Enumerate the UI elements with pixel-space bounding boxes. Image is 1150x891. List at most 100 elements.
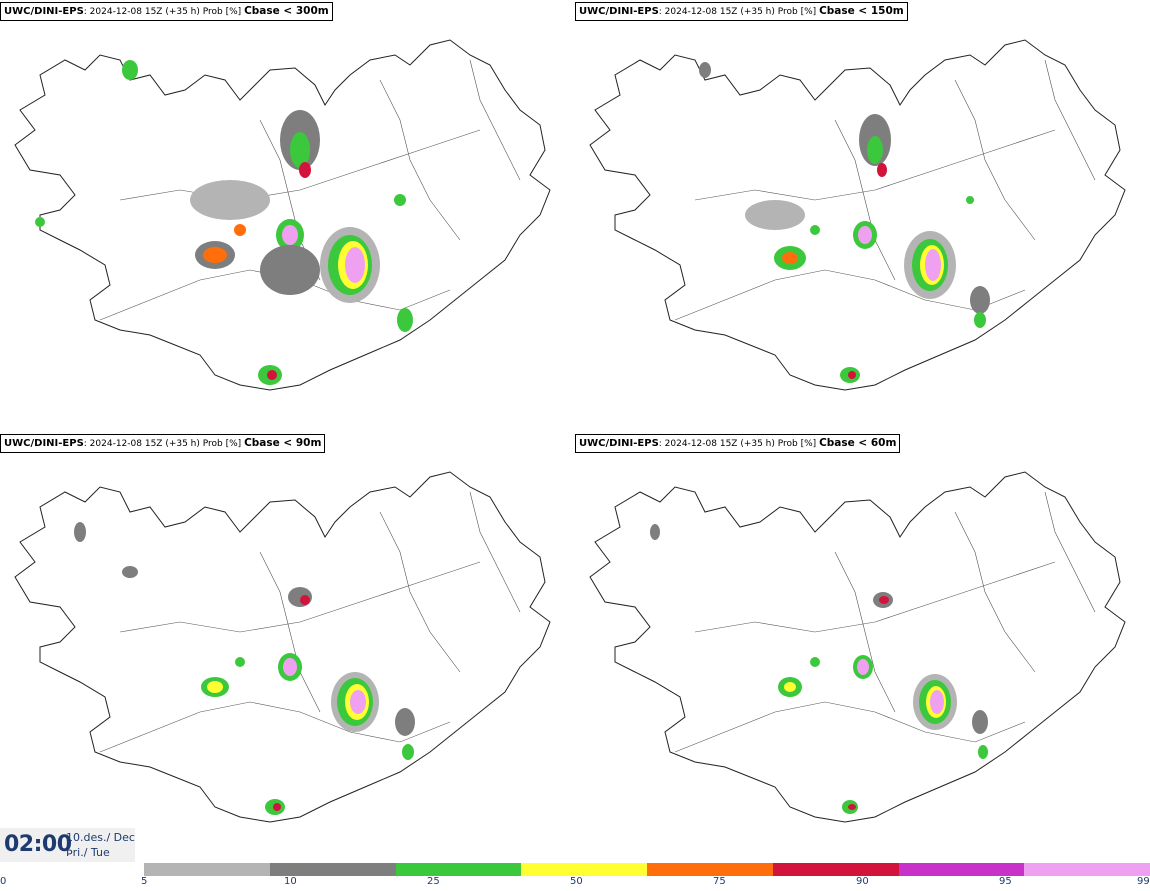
probability-area bbox=[234, 224, 246, 236]
region-boundary bbox=[954, 79, 1036, 241]
probability-area bbox=[300, 595, 310, 605]
region-boundary bbox=[674, 269, 1026, 321]
panel-title: UWC/DINI-EPS: 2024-12-08 15Z (+35 h) Pro… bbox=[0, 2, 333, 21]
colorbar-segment bbox=[521, 863, 647, 876]
probability-area bbox=[879, 596, 889, 604]
iceland-map bbox=[14, 39, 551, 391]
probability-area bbox=[267, 370, 277, 380]
probability-area bbox=[299, 162, 311, 178]
colorbar-segment bbox=[269, 863, 396, 876]
colorbar-tick-label: 99 bbox=[1137, 876, 1150, 887]
region-boundary bbox=[694, 129, 1056, 201]
probability-area bbox=[925, 249, 941, 281]
probability-area bbox=[877, 163, 887, 177]
valid-time-date: 10.des./ Dec bbox=[66, 831, 135, 844]
colorbar-tick-label: 90 bbox=[856, 876, 869, 887]
region-boundary bbox=[1044, 59, 1096, 181]
region-boundary bbox=[119, 561, 481, 633]
map-panel-60m: UWC/DINI-EPS: 2024-12-08 15Z (+35 h) Pro… bbox=[575, 432, 1150, 864]
probability-area bbox=[74, 522, 86, 542]
probability-area bbox=[810, 657, 820, 667]
probability-area bbox=[966, 196, 974, 204]
colorbar-tick-label: 50 bbox=[570, 876, 583, 887]
probability-area bbox=[784, 682, 796, 692]
colorbar-tick-label: 95 bbox=[999, 876, 1012, 887]
iceland-coastline bbox=[589, 39, 1126, 391]
probability-area bbox=[930, 690, 944, 714]
panel-title: UWC/DINI-EPS: 2024-12-08 15Z (+35 h) Pro… bbox=[575, 2, 908, 21]
probability-area bbox=[810, 225, 820, 235]
probability-area bbox=[974, 312, 986, 328]
iceland-coastline bbox=[589, 471, 1126, 823]
probability-area bbox=[650, 524, 660, 540]
valid-time-weekday: Þri./ Tue bbox=[66, 846, 110, 859]
iceland-map bbox=[589, 39, 1126, 391]
probability-area bbox=[290, 132, 310, 168]
map-panel-300m: UWC/DINI-EPS: 2024-12-08 15Z (+35 h) Pro… bbox=[0, 0, 575, 432]
probability-area bbox=[745, 200, 805, 230]
probability-area bbox=[122, 566, 138, 578]
panel-title: UWC/DINI-EPS: 2024-12-08 15Z (+35 h) Pro… bbox=[575, 434, 901, 453]
colorbar-tick-label: 5 bbox=[141, 876, 148, 887]
probability-area bbox=[848, 371, 856, 379]
colorbar-tick-label: 10 bbox=[284, 876, 297, 887]
region-boundary bbox=[674, 701, 1026, 753]
valid-time-clock: 02:00 bbox=[4, 832, 72, 857]
region-boundary bbox=[834, 551, 896, 713]
region-boundary bbox=[954, 511, 1036, 673]
valid-time-box: 02:00 10.des./ Dec Þri./ Tue bbox=[0, 828, 135, 862]
region-boundary bbox=[379, 511, 461, 673]
probability-area bbox=[35, 217, 45, 227]
colorbar-tick-label: 0 bbox=[0, 876, 7, 887]
colorbar-segment bbox=[1024, 863, 1150, 876]
probability-area bbox=[207, 681, 223, 693]
probability-colorbar bbox=[144, 863, 1150, 876]
colorbar-segment bbox=[898, 863, 1025, 876]
probability-area bbox=[394, 194, 406, 206]
colorbar-segment bbox=[395, 863, 522, 876]
probability-area bbox=[858, 226, 872, 244]
iceland-map bbox=[14, 471, 551, 823]
probability-area bbox=[402, 744, 414, 760]
probability-area bbox=[397, 308, 413, 332]
probability-area bbox=[972, 710, 988, 734]
region-boundary bbox=[259, 551, 321, 713]
probability-area bbox=[848, 804, 856, 810]
probability-area bbox=[857, 659, 869, 675]
region-boundary bbox=[834, 119, 896, 281]
probability-area bbox=[273, 803, 281, 811]
region-boundary bbox=[379, 79, 461, 241]
iceland-map bbox=[589, 471, 1126, 823]
colorbar-tick-label: 75 bbox=[713, 876, 726, 887]
probability-area bbox=[283, 658, 297, 676]
probability-area bbox=[699, 62, 711, 78]
probability-area bbox=[122, 60, 138, 80]
probability-area bbox=[190, 180, 270, 220]
region-boundary bbox=[119, 129, 481, 201]
iceland-coastline bbox=[14, 39, 551, 391]
probability-area bbox=[235, 657, 245, 667]
colorbar-segment bbox=[647, 863, 773, 876]
probability-area bbox=[970, 286, 990, 314]
colorbar-tick-label: 25 bbox=[427, 876, 440, 887]
region-boundary bbox=[694, 561, 1056, 633]
probability-area bbox=[350, 690, 366, 714]
probability-area bbox=[978, 745, 988, 759]
probability-area bbox=[867, 136, 883, 164]
probability-area bbox=[282, 225, 298, 245]
panel-title: UWC/DINI-EPS: 2024-12-08 15Z (+35 h) Pro… bbox=[0, 434, 326, 453]
map-panel-90m: UWC/DINI-EPS: 2024-12-08 15Z (+35 h) Pro… bbox=[0, 432, 575, 864]
colorbar-segment bbox=[144, 863, 270, 876]
region-boundary bbox=[469, 491, 521, 613]
probability-area bbox=[782, 252, 798, 264]
iceland-coastline bbox=[14, 471, 551, 823]
probability-area bbox=[203, 247, 227, 263]
probability-area bbox=[345, 247, 365, 283]
region-boundary bbox=[1044, 491, 1096, 613]
probability-area bbox=[395, 708, 415, 736]
map-panel-150m: UWC/DINI-EPS: 2024-12-08 15Z (+35 h) Pro… bbox=[575, 0, 1150, 432]
probability-area bbox=[260, 245, 320, 295]
colorbar-segment bbox=[772, 863, 899, 876]
region-boundary bbox=[99, 701, 451, 753]
region-boundary bbox=[469, 59, 521, 181]
